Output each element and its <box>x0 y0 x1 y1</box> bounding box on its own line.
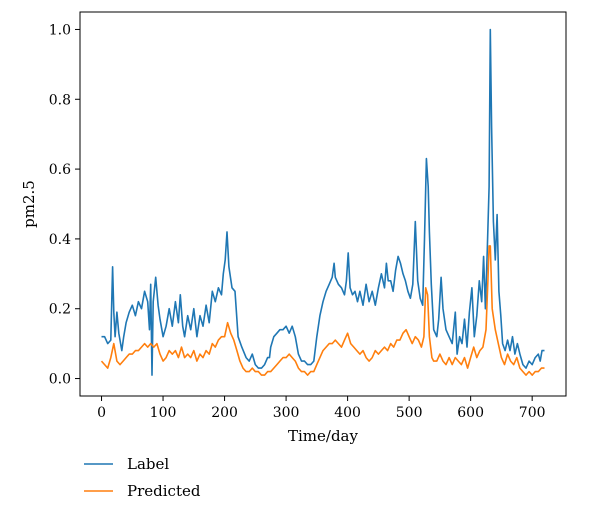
y-tick-label: 0.6 <box>49 162 71 178</box>
y-axis-label: pm2.5 <box>20 180 38 228</box>
x-tick-label: 500 <box>396 405 423 421</box>
legend-entry-predicted: Predicted <box>127 482 201 500</box>
y-tick-label: 0.8 <box>49 92 71 108</box>
x-tick-label: 0 <box>97 405 106 421</box>
x-axis: 0 100 200 300 400 500 600 700 <box>97 396 546 421</box>
x-tick-label: 300 <box>273 405 300 421</box>
y-tick-label: 1.0 <box>49 22 71 38</box>
y-tick-label: 0.4 <box>49 232 71 248</box>
x-tick-label: 100 <box>150 405 177 421</box>
legend-entry-label: Label <box>127 455 169 473</box>
series-line-label <box>101 28 545 376</box>
series-layer <box>100 28 545 376</box>
plot-border <box>79 11 567 397</box>
x-tick-label: 600 <box>457 405 484 421</box>
x-tick-label: 400 <box>334 405 361 421</box>
y-tick-label: 0.2 <box>49 302 71 318</box>
x-tick-label: 700 <box>519 405 546 421</box>
x-axis-label: Time/day <box>288 427 359 445</box>
legend: Label Predicted <box>84 455 201 500</box>
y-tick-label: 0.0 <box>49 372 71 388</box>
x-tick-label: 200 <box>211 405 238 421</box>
series-line-predicted <box>100 245 545 376</box>
plot-area <box>79 11 567 397</box>
y-axis: 0.0 0.2 0.4 0.6 0.8 1.0 <box>49 22 80 388</box>
